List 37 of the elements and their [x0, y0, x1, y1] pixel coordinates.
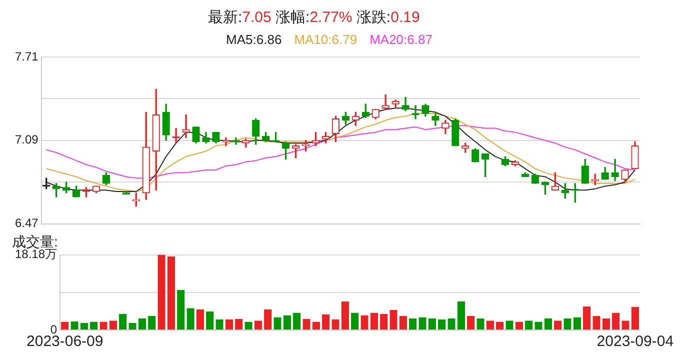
bar	[351, 312, 359, 330]
bar	[196, 309, 204, 330]
bar	[206, 311, 214, 330]
y-tick-label: 7.09	[14, 132, 39, 147]
y-tick-label: 6.47	[14, 216, 39, 230]
y-tick-label: 7.71	[14, 49, 39, 64]
bar	[612, 312, 620, 330]
bar	[186, 308, 194, 330]
bar	[380, 314, 388, 330]
bar	[177, 290, 185, 330]
bar	[158, 254, 166, 330]
bar	[631, 306, 639, 330]
bar	[360, 315, 368, 330]
bar	[293, 312, 301, 330]
x-tick-label: 2023-09-04	[596, 333, 674, 350]
bar	[467, 316, 475, 330]
bar	[399, 316, 408, 330]
chart-title: 成交量:	[12, 233, 58, 250]
text: MA20:6.87	[370, 32, 432, 48]
bar	[119, 314, 127, 330]
text: MA10:6.79	[294, 32, 358, 48]
bar	[167, 256, 176, 330]
bar	[264, 309, 272, 330]
bar	[370, 312, 378, 330]
bar	[457, 302, 466, 330]
candlestick	[382, 94, 390, 110]
bar	[341, 302, 350, 330]
chart-title: 最新:7.05 涨幅:2.77% 涨跌:0.19	[208, 9, 420, 26]
text: MA5:6.86	[226, 32, 282, 48]
bar	[283, 315, 292, 330]
bar	[583, 306, 591, 330]
bar	[592, 316, 600, 330]
bar	[390, 310, 398, 330]
candlestick	[222, 137, 230, 146]
bar	[322, 314, 330, 330]
candlestick	[611, 158, 619, 182]
bar	[148, 316, 156, 330]
